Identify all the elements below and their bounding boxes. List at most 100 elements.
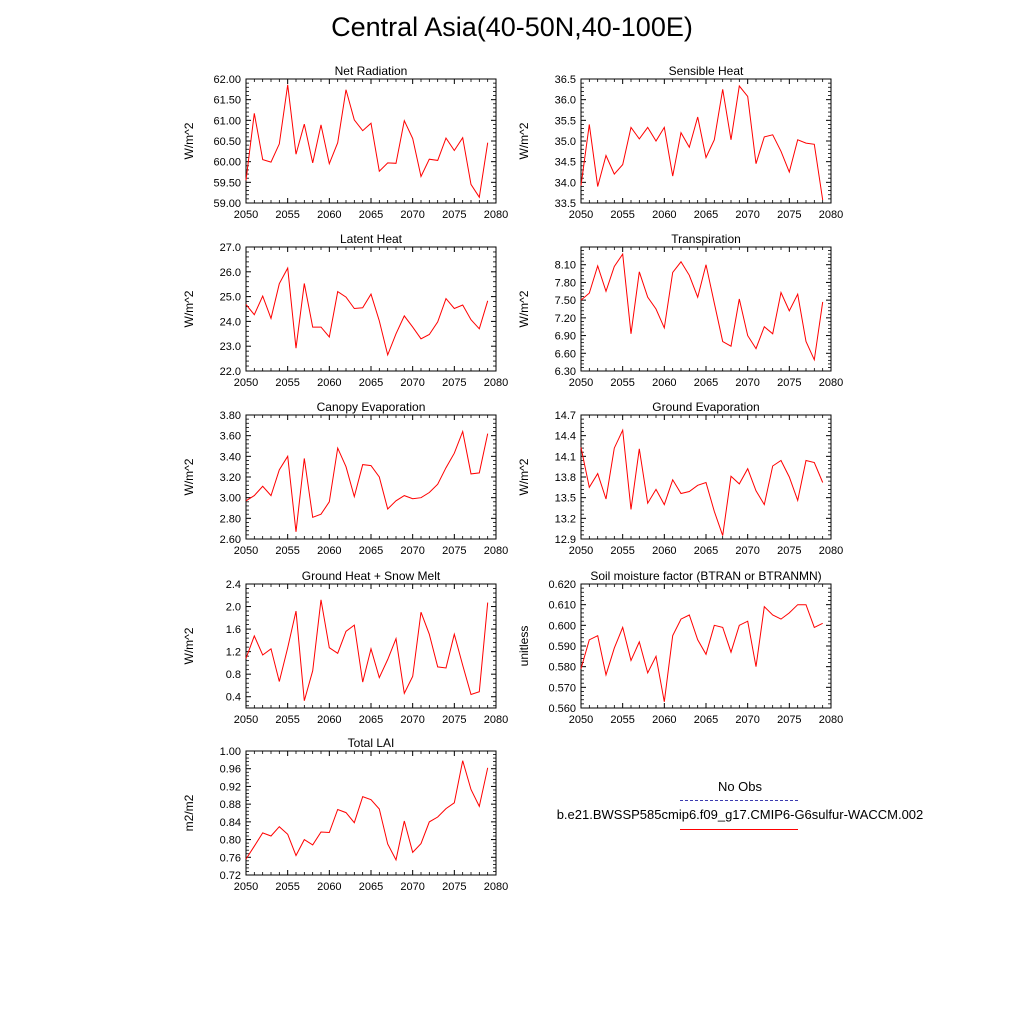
- x-tick-label: 2060: [652, 377, 676, 389]
- x-tick-label: 2065: [359, 881, 383, 893]
- y-tick-label: 1.6: [226, 624, 241, 636]
- x-tick-label: 2080: [484, 714, 508, 726]
- plot-frame: [245, 414, 497, 540]
- x-tick-label: 2070: [400, 545, 424, 557]
- x-tick-label: 2070: [735, 377, 759, 389]
- panel-title: Ground Heat + Snow Melt: [302, 569, 441, 583]
- plot-frame: [245, 583, 497, 709]
- panel-title: Ground Evaporation: [652, 400, 759, 414]
- y-tick-label: 34.0: [555, 177, 576, 189]
- y-axis-label: W/m^2: [517, 458, 531, 495]
- x-tick-label: 2065: [694, 377, 718, 389]
- chart-panel: Transpiration W/m^2 2050 2055 2060 2065 2070 20…: [517, 232, 843, 389]
- x-tick-label: 2050: [569, 209, 593, 221]
- plot-frame: [580, 78, 832, 204]
- x-tick-label: 2055: [275, 881, 299, 893]
- series-line: [245, 599, 489, 701]
- panel-title: Canopy Evaporation: [317, 400, 426, 414]
- x-tick-label: 2070: [400, 377, 424, 389]
- chart-panel: Ground Evaporation W/m^2 2050 2055 2060 2065 2…: [517, 400, 843, 557]
- x-tick-label: 2050: [234, 881, 258, 893]
- series-line: [580, 252, 824, 362]
- y-tick-label: 2.4: [226, 579, 241, 591]
- y-tick-label: 36.0: [555, 95, 576, 107]
- x-tick-label: 2075: [442, 545, 466, 557]
- chart-panel: Soil moisture factor (BTRAN or BTRANMN) u…: [517, 569, 843, 726]
- x-tick-label: 2080: [819, 209, 843, 221]
- x-tick-label: 2060: [317, 881, 341, 893]
- chart-panel: Ground Heat + Snow Melt W/m^2 2050 2055 2060…: [182, 569, 508, 726]
- y-tick-label: 6.90: [555, 331, 576, 343]
- x-tick-label: 2065: [359, 377, 383, 389]
- y-tick-label: 2.0: [226, 602, 241, 614]
- chart-panel: Sensible Heat W/m^2 2050 2055 2060 2065 2070 20…: [517, 64, 843, 221]
- y-tick-label: 0.560: [548, 703, 576, 715]
- y-tick-label: 0.4: [226, 692, 241, 704]
- y-tick-label: 24.0: [220, 316, 241, 328]
- x-tick-label: 2060: [652, 545, 676, 557]
- panel-title: Latent Heat: [340, 232, 403, 246]
- x-tick-label: 2055: [610, 714, 634, 726]
- y-tick-label: 13.5: [555, 493, 576, 505]
- x-tick-label: 2080: [484, 881, 508, 893]
- x-tick-label: 2060: [652, 209, 676, 221]
- y-axis-label: m2/m2: [182, 794, 196, 831]
- y-tick-label: 7.50: [555, 295, 576, 307]
- x-tick-label: 2055: [610, 209, 634, 221]
- y-tick-label: 0.88: [220, 799, 241, 811]
- plot-frame: [245, 750, 497, 876]
- y-tick-label: 26.0: [220, 267, 241, 279]
- y-tick-label: 62.00: [213, 74, 241, 86]
- x-tick-label: 2065: [359, 714, 383, 726]
- panel-title: Net Radiation: [335, 64, 408, 78]
- y-tick-label: 12.9: [555, 534, 576, 546]
- y-tick-label: 7.80: [555, 277, 576, 289]
- x-tick-label: 2065: [694, 545, 718, 557]
- x-tick-label: 2050: [569, 714, 593, 726]
- plot-frame: [580, 414, 832, 540]
- panel-title: Total LAI: [348, 736, 395, 750]
- y-tick-label: 35.0: [555, 136, 576, 148]
- y-tick-label: 0.80: [220, 835, 241, 847]
- y-tick-label: 36.5: [555, 74, 576, 86]
- y-tick-label: 60.00: [213, 157, 241, 169]
- legend-model-label: b.e21.BWSSP585cmip6.f09_g17.CMIP6-G6sulf…: [556, 807, 924, 822]
- x-tick-label: 2075: [777, 714, 801, 726]
- y-tick-label: 1.2: [226, 647, 241, 659]
- x-tick-label: 2060: [317, 377, 341, 389]
- x-tick-label: 2065: [359, 545, 383, 557]
- y-tick-label: 0.610: [548, 600, 576, 612]
- x-tick-label: 2050: [234, 714, 258, 726]
- y-tick-label: 33.5: [555, 198, 576, 210]
- y-axis-label: unitless: [517, 626, 531, 667]
- y-tick-label: 8.10: [555, 260, 576, 272]
- y-tick-label: 61.00: [213, 115, 241, 127]
- chart-panel: Latent Heat W/m^2 2050 2055 2060 2065 2070 2075…: [182, 232, 508, 389]
- x-tick-label: 2080: [819, 545, 843, 557]
- x-tick-label: 2050: [569, 377, 593, 389]
- x-tick-label: 2080: [484, 209, 508, 221]
- x-tick-label: 2075: [442, 714, 466, 726]
- y-tick-label: 3.80: [220, 410, 241, 422]
- x-tick-label: 2055: [275, 209, 299, 221]
- x-tick-label: 2070: [735, 714, 759, 726]
- y-tick-label: 7.20: [555, 313, 576, 325]
- series-line: [245, 429, 489, 532]
- series-line: [580, 604, 823, 702]
- x-tick-label: 2070: [400, 714, 424, 726]
- series-line: [245, 760, 489, 862]
- y-tick-label: 60.50: [213, 136, 241, 148]
- y-tick-label: 3.00: [220, 493, 241, 505]
- x-tick-label: 2060: [317, 545, 341, 557]
- x-tick-label: 2070: [400, 209, 424, 221]
- legend-obs-line: [680, 800, 798, 801]
- y-tick-label: 0.76: [220, 852, 241, 864]
- y-tick-label: 34.5: [555, 157, 576, 169]
- y-tick-label: 6.30: [555, 366, 576, 378]
- y-tick-label: 27.0: [220, 242, 241, 254]
- y-tick-label: 3.20: [220, 472, 241, 484]
- x-tick-label: 2080: [484, 377, 508, 389]
- chart-panel: Canopy Evaporation W/m^2 2050 2055 2060 2065 2…: [182, 400, 508, 557]
- y-tick-label: 23.0: [220, 341, 241, 353]
